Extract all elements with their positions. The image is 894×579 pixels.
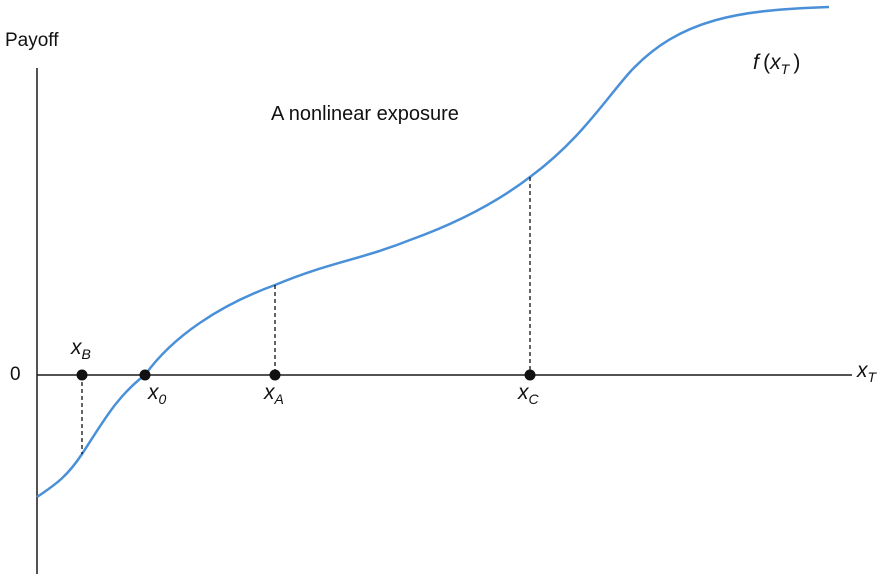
payoff-curve bbox=[36, 5, 830, 499]
x-axis-label: xT bbox=[857, 359, 877, 386]
y-axis-label: Payoff bbox=[5, 30, 59, 51]
point-xC-marker bbox=[524, 369, 536, 381]
point-xA-marker bbox=[269, 369, 281, 381]
point-label-x0: x0 bbox=[148, 381, 167, 408]
point-xB-marker bbox=[76, 369, 88, 381]
point-label-xA: xA bbox=[264, 381, 284, 408]
point-label-xC: xC bbox=[518, 381, 539, 408]
point-label-xB: xB bbox=[71, 336, 91, 363]
point-x0-marker bbox=[139, 369, 151, 381]
diagram-caption: A nonlinear exposure bbox=[271, 103, 459, 125]
zero-label: 0 bbox=[10, 364, 21, 385]
curve-label: f (xT ) bbox=[753, 51, 801, 78]
